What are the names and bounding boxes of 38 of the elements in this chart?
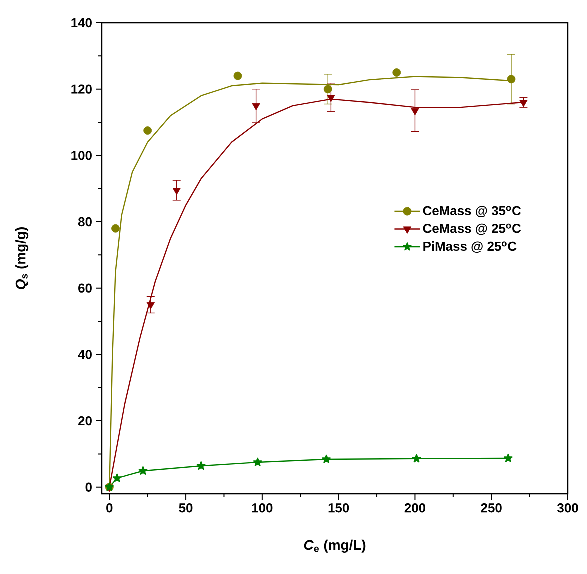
- y-tick-label: 0: [86, 482, 92, 492]
- x-tick-label: 100: [252, 504, 273, 513]
- legend-label: PiMass @ 25$^{o}$C: [424, 242, 517, 253]
- x-tick-label: 250: [481, 504, 502, 513]
- point: [412, 454, 422, 463]
- point: [322, 454, 331, 464]
- x-tick-label: 300: [558, 504, 578, 513]
- y-tick-label: 40: [78, 350, 92, 360]
- y-tick-label: 80: [78, 217, 92, 227]
- point: [327, 95, 336, 102]
- point: [146, 302, 155, 310]
- x-tick-label: 0: [106, 504, 113, 513]
- point: [504, 454, 513, 462]
- y-tick-label: 100: [72, 151, 92, 160]
- y-tick-label: 120: [72, 84, 92, 94]
- x-tick-label: 150: [328, 504, 350, 513]
- x-tick-label: 200: [404, 504, 426, 513]
- point: [411, 108, 420, 116]
- y-tick-label: 20: [78, 416, 92, 426]
- point: [144, 126, 152, 135]
- point: [324, 85, 332, 94]
- x-axis-title: C$_{e}$ (mg/L): [304, 540, 366, 553]
- point: [172, 188, 181, 196]
- point: [507, 75, 516, 84]
- point: [253, 458, 262, 466]
- point: [196, 462, 206, 470]
- point: [392, 68, 402, 77]
- point: [112, 224, 120, 233]
- x-tick-label: 50: [179, 504, 193, 513]
- point: [112, 474, 122, 482]
- point: [252, 103, 260, 111]
- legend-label: CeMass @ 25$^{o}$C: [423, 224, 522, 236]
- point: [138, 466, 148, 475]
- legend-label: CeMass @ 35$^{o}$C: [423, 206, 522, 218]
- y-tick-label: 140: [72, 18, 92, 28]
- y-tick-label: 60: [78, 284, 92, 293]
- y-axis-title: Q$_{s}$ (mg/g): [16, 228, 29, 290]
- point: [234, 72, 242, 80]
